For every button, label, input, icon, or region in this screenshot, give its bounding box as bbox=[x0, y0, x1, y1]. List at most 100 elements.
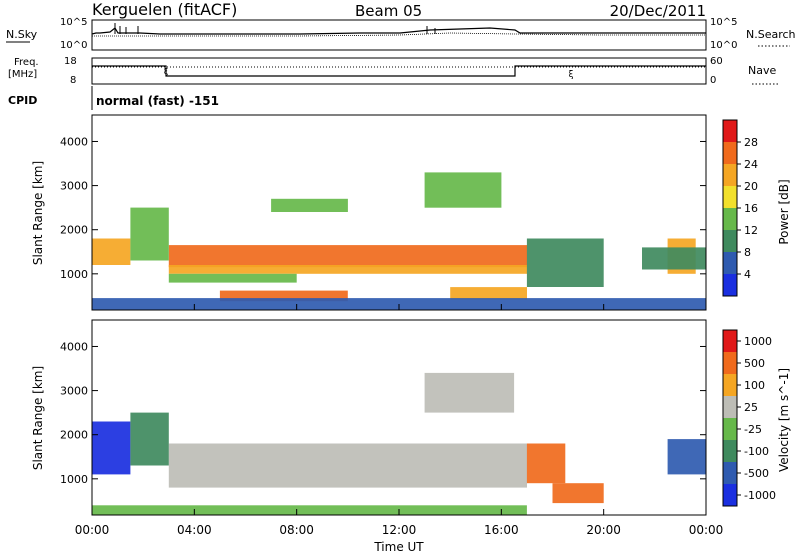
velocity-colorbar-tick-label-7: -1000 bbox=[744, 489, 776, 502]
velocity-colorbar-label: Velocity [m s^-1] bbox=[777, 368, 791, 472]
velocity-colorbar-block-1 bbox=[723, 462, 737, 484]
power-ytick-label-3000: 3000 bbox=[60, 180, 88, 193]
velocity-colorbar-tick-label-3: 25 bbox=[744, 401, 758, 414]
velocity-colorbar-block-5 bbox=[723, 374, 737, 396]
power-colorbar-ticks: 4 8 12 16 20 24 28 bbox=[737, 136, 758, 281]
time-tick-label-5: 20:00 bbox=[586, 523, 621, 537]
beam-title: Beam 05 bbox=[355, 2, 422, 20]
noise-strip-frame bbox=[91, 19, 707, 51]
power-ylabel: Slant Range [km] bbox=[31, 161, 45, 265]
noise-left-tick-top: 10^5 bbox=[60, 17, 87, 28]
time-tick-label-3: 12:00 bbox=[382, 523, 417, 537]
velocity-colorbar-ticks: 1000 500 100 25 -25 -100 -500 -1000 bbox=[737, 335, 776, 502]
power-cell-3 bbox=[92, 238, 131, 265]
time-tick-label-6: 00:00 bbox=[689, 523, 724, 537]
power-cell-4 bbox=[130, 207, 169, 261]
power-colorbar-block-4 bbox=[723, 186, 737, 208]
velocity-cell-4 bbox=[526, 443, 566, 484]
velocity-colorbar-block-7 bbox=[723, 330, 737, 352]
power-ytick-label-1000: 1000 bbox=[60, 268, 88, 281]
velocity-ylabel: Slant Range [km] bbox=[31, 366, 45, 470]
freq-label-1: Freq. bbox=[14, 57, 39, 68]
velocity-colorbar-block-6 bbox=[723, 352, 737, 374]
freq-line bbox=[92, 65, 706, 77]
noise-sky-line bbox=[91, 27, 706, 35]
freq-marker-2: ξ bbox=[568, 70, 573, 80]
velocity-colorbar-block-3 bbox=[723, 418, 737, 440]
velocity-colorbar: 1000 500 100 25 -25 -100 -500 -1000 Velocity [m… bbox=[722, 329, 791, 507]
velocity-cell-2 bbox=[130, 412, 169, 466]
velocity-cell-0 bbox=[168, 443, 528, 488]
power-colorbar-tick-label-2: 12 bbox=[744, 224, 758, 237]
power-colorbar-block-0 bbox=[723, 274, 737, 296]
velocity-colorbar-tick-label-4: -25 bbox=[744, 423, 762, 436]
power-cell-9 bbox=[526, 238, 604, 287]
noise-strip: N.Sky 10^5 10^0 10^5 10^0 N.Search bbox=[6, 17, 796, 51]
freq-strip: ξ ξ Freq. [MHz] 18 8 60 0 Nave bbox=[8, 56, 780, 86]
power-cell-8 bbox=[424, 172, 502, 208]
power-panel: 1000 2000 3000 4000 Slant Range [km] bbox=[31, 114, 707, 311]
nave-tick-top: 60 bbox=[710, 56, 723, 67]
velocity-colorbar-tick-label-2: 100 bbox=[744, 379, 765, 392]
power-cell-2 bbox=[168, 273, 297, 283]
power-colorbar-block-7 bbox=[723, 120, 737, 142]
power-colorbar-block-3 bbox=[723, 208, 737, 230]
nave-tick-bottom: 0 bbox=[710, 75, 716, 86]
velocity-cell-3 bbox=[92, 505, 527, 515]
time-axis: 00:00 04:00 08:00 12:00 16:00 20:00 00:00 bbox=[75, 304, 724, 537]
time-tick-label-2: 08:00 bbox=[279, 523, 314, 537]
velocity-cell-7 bbox=[424, 372, 515, 413]
cpid-strip: CPID normal (fast) -151 bbox=[8, 86, 219, 110]
noise-search-line bbox=[92, 32, 706, 37]
time-axis-label: Time UT bbox=[373, 540, 424, 554]
noise-left-label: N.Sky bbox=[6, 28, 38, 41]
freq-tick-top: 18 bbox=[64, 56, 77, 67]
noise-right-tick-bottom: 10^0 bbox=[710, 40, 737, 51]
velocity-cell-1 bbox=[92, 421, 131, 475]
velocity-ytick-label-1000: 1000 bbox=[60, 473, 88, 486]
time-tick-label-0: 00:00 bbox=[75, 523, 110, 537]
time-tick-label-4: 16:00 bbox=[484, 523, 519, 537]
power-colorbar-block-5 bbox=[723, 164, 737, 186]
power-cell-1 bbox=[168, 265, 528, 274]
noise-left-tick-bottom: 10^0 bbox=[60, 40, 87, 51]
power-colorbar-tick-label-5: 24 bbox=[744, 158, 758, 171]
velocity-colorbar-tick-label-0: 1000 bbox=[744, 335, 772, 348]
power-colorbar-block-6 bbox=[723, 142, 737, 164]
velocity-ytick-label-3000: 3000 bbox=[60, 385, 88, 398]
velocity-colorbar-blocks bbox=[723, 330, 737, 506]
velocity-yticks: 1000 2000 3000 4000 bbox=[60, 340, 706, 486]
station-title: Kerguelen (fitACF) bbox=[92, 0, 237, 19]
velocity-cells bbox=[92, 372, 706, 515]
freq-tick-bottom: 8 bbox=[70, 75, 76, 86]
power-ytick-label-2000: 2000 bbox=[60, 224, 88, 237]
noise-spikes bbox=[114, 23, 436, 34]
date-title: 20/Dec/2011 bbox=[610, 2, 706, 20]
velocity-colorbar-block-2 bbox=[723, 440, 737, 462]
time-tick-label-1: 04:00 bbox=[177, 523, 212, 537]
freq-label-2: [MHz] bbox=[8, 69, 37, 80]
power-colorbar-label: Power [dB] bbox=[777, 179, 791, 244]
power-colorbar-blocks bbox=[723, 120, 737, 296]
power-cell-0 bbox=[168, 245, 528, 268]
velocity-colorbar-block-4 bbox=[723, 396, 737, 418]
freq-marker-1: ξ bbox=[164, 67, 168, 76]
power-colorbar-block-1 bbox=[723, 252, 737, 274]
power-colorbar-tick-label-0: 4 bbox=[744, 268, 751, 281]
freq-strip-frame bbox=[91, 57, 707, 85]
power-colorbar-tick-label-1: 8 bbox=[744, 246, 751, 259]
velocity-ytick-label-4000: 4000 bbox=[60, 340, 88, 353]
cpid-label: CPID bbox=[8, 94, 37, 107]
velocity-colorbar-frame bbox=[722, 329, 738, 507]
power-colorbar-tick-label-3: 16 bbox=[744, 202, 758, 215]
power-cell-7 bbox=[271, 198, 348, 212]
velocity-ytick-label-2000: 2000 bbox=[60, 429, 88, 442]
power-colorbar-tick-label-4: 20 bbox=[744, 180, 758, 193]
velocity-cell-5 bbox=[552, 483, 604, 504]
velocity-cell-6 bbox=[667, 439, 706, 475]
velocity-colorbar-tick-label-1: 500 bbox=[744, 357, 765, 370]
velocity-colorbar-tick-label-5: -100 bbox=[744, 445, 769, 458]
power-yticks: 1000 2000 3000 4000 bbox=[60, 135, 706, 281]
power-cell-6 bbox=[450, 287, 527, 300]
